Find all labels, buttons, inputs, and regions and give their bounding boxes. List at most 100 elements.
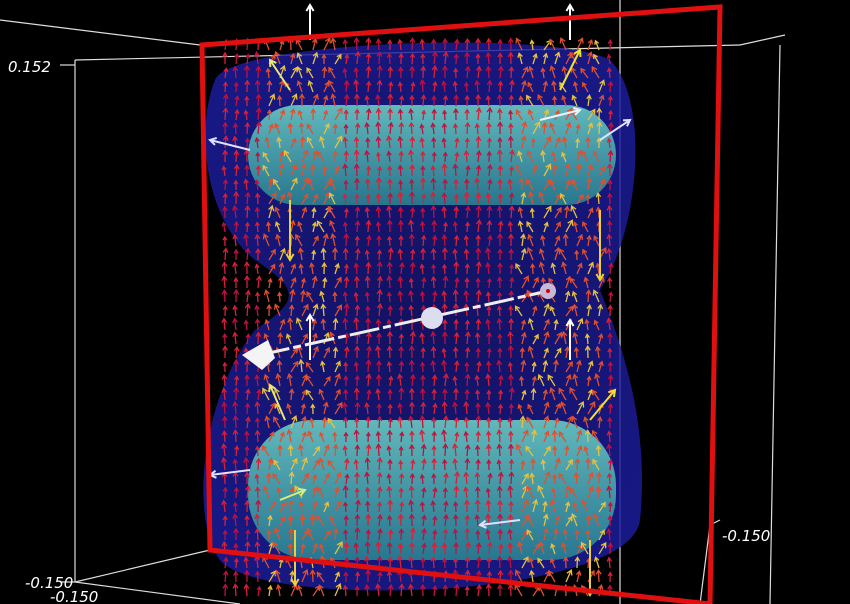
arrow [441,80,447,93]
arrow [431,445,437,457]
arrow [233,288,240,303]
arrow [593,372,601,387]
arrow [432,402,438,415]
arrow [222,121,229,135]
arrow [549,179,556,191]
arrow [267,514,273,527]
arrow [548,569,556,583]
arrow [343,571,349,583]
arrow [509,276,515,289]
arrow [301,389,307,401]
arrow [232,428,239,443]
arrow [586,176,593,191]
arrow [290,93,298,107]
arrow [354,50,361,65]
arrow [551,429,558,443]
arrow [386,473,392,485]
arrow [321,261,328,275]
arrow [485,318,491,331]
arrow [574,458,581,471]
arrow [465,541,471,555]
arrow [233,179,239,191]
arrow [318,584,325,597]
arrow [244,445,250,457]
arrow [525,445,534,457]
arrow [564,445,570,457]
arrow [298,358,305,373]
arrow [386,541,393,555]
arrow [442,37,448,51]
arrow [254,192,261,205]
arrow [287,444,294,457]
arrow [244,79,251,93]
arrow [364,178,371,191]
arrow [606,67,612,79]
arrow [220,456,228,471]
arrow [597,303,604,317]
arrow [497,52,503,65]
arrow [377,513,383,527]
probe [242,283,556,370]
arrow [420,346,426,359]
arrow [386,445,392,457]
arrow [497,65,504,79]
arrow [475,289,482,303]
arrow [232,65,239,79]
arrow [475,234,481,247]
arrow [441,64,449,79]
arrow [290,347,298,359]
arrow [244,471,250,485]
arrow [376,486,383,499]
arrow [316,220,325,233]
arrow [431,136,437,149]
arrow [441,233,448,247]
arrow [497,136,503,149]
arrow [264,136,270,149]
arrow [606,556,613,569]
arrow [375,94,381,107]
arrow [517,206,524,219]
arrow [354,585,360,597]
arrow [234,95,240,107]
arrow [364,486,371,499]
arrow [255,331,262,345]
arrow [334,165,340,177]
arrow [231,204,239,219]
arrow [386,150,392,163]
arrow [498,403,503,415]
arrow [408,277,414,289]
arrow [598,178,606,191]
arrow [298,122,305,135]
arrow [497,417,503,429]
arrow [509,165,514,177]
arrow [365,500,371,513]
arrow [596,137,602,149]
arrow [526,246,534,261]
arrow [529,39,535,51]
arrow [453,387,459,401]
arrow [343,302,350,317]
arrow [398,360,405,373]
arrow [375,107,382,121]
arrow [386,345,393,359]
arrow [409,163,416,177]
arrow [255,107,262,121]
arrow [397,542,404,555]
arrow [543,318,550,331]
arrow [574,556,581,569]
arrow [410,458,416,471]
arrow [223,556,229,569]
arrow [289,288,296,303]
arrow [254,400,261,415]
arrow [526,485,534,499]
arrow [607,361,613,373]
arrow [527,233,534,247]
arrow [608,291,614,303]
arrow [507,344,514,359]
arrow [554,235,561,247]
arrow [508,458,515,471]
arrow [330,93,337,107]
arrow [365,568,372,583]
arrow [397,219,404,233]
arrow [254,179,260,191]
